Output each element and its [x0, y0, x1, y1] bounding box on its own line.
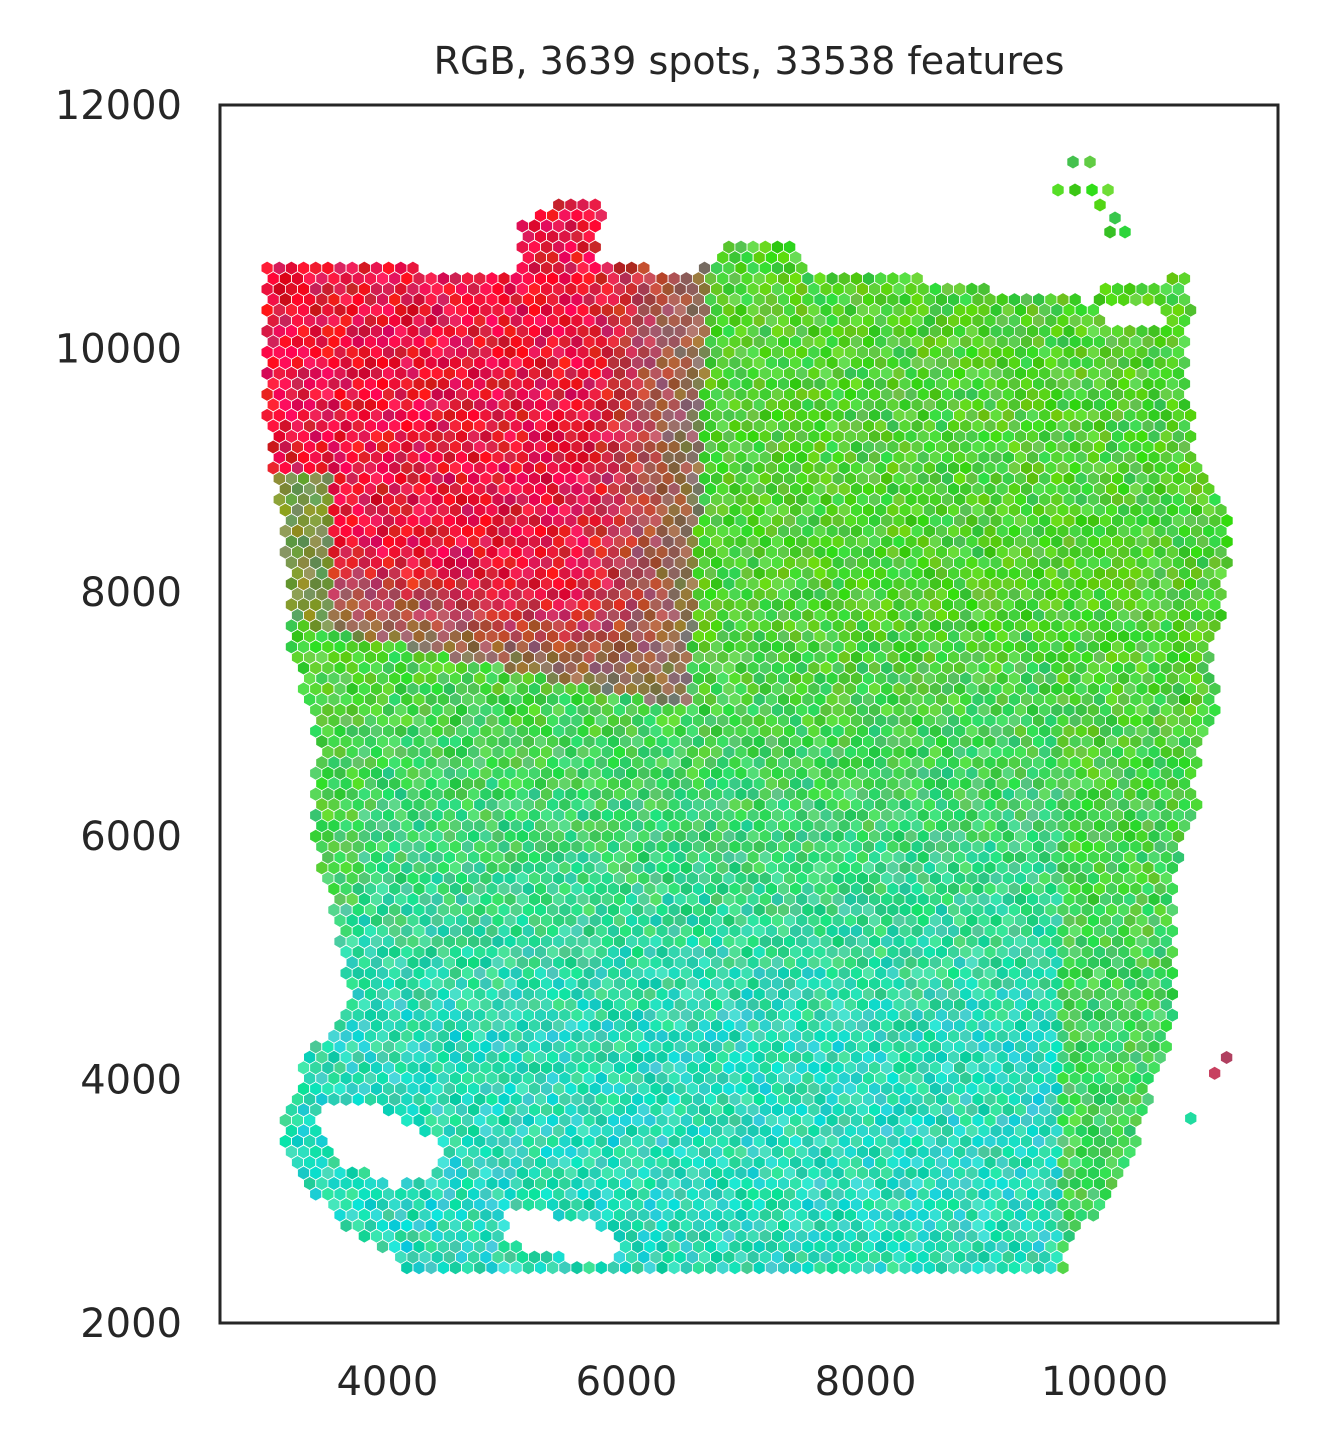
spot — [1117, 292, 1131, 308]
spot — [1129, 292, 1143, 308]
spot — [1105, 292, 1118, 308]
spot-layer — [260, 154, 1234, 1276]
spot — [1141, 292, 1155, 308]
